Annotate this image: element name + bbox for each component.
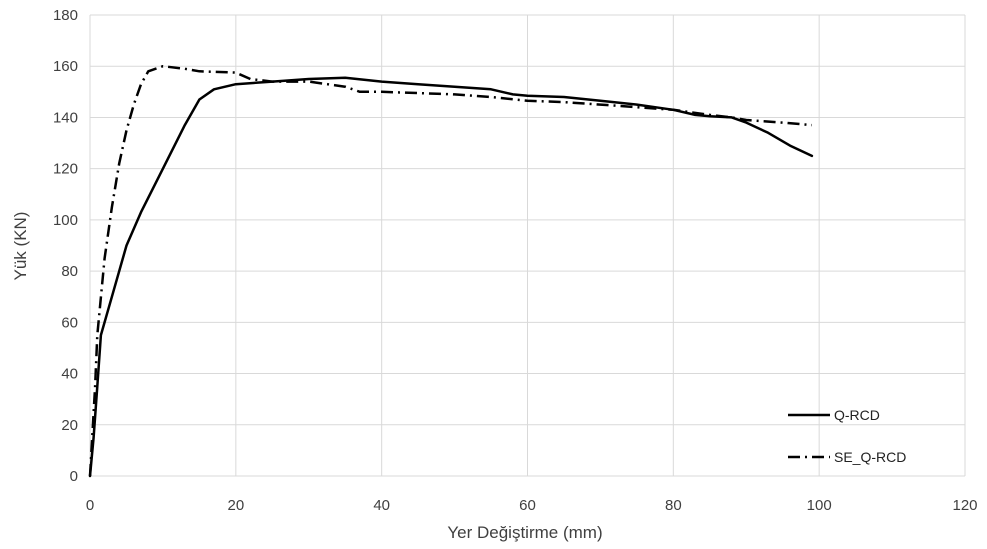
y-axis-title: Yük (KN) (11, 212, 30, 281)
y-tick-label: 0 (70, 468, 78, 485)
x-tick-labels: 0 20 40 60 80 100 120 (86, 497, 978, 514)
legend-label: SE_Q-RCD (834, 449, 906, 465)
x-tick-label: 120 (952, 497, 977, 514)
x-tick-label: 100 (807, 497, 832, 514)
y-tick-label: 100 (53, 212, 78, 229)
series-line-se-q-rcd (88, 64, 813, 477)
y-tick-label: 160 (53, 58, 78, 75)
legend: Q-RCD SE_Q-RCD (788, 407, 906, 465)
y-tick-label: 40 (61, 366, 78, 383)
y-tick-labels: 0 20 40 60 80 100 120 140 160 180 (53, 7, 78, 485)
grid-lines (89, 14, 966, 477)
legend-label: Q-RCD (834, 407, 880, 423)
y-tick-label: 180 (53, 7, 78, 24)
x-tick-label: 20 (227, 497, 244, 514)
x-tick-label: 0 (86, 497, 94, 514)
y-tick-label: 60 (61, 314, 78, 331)
x-tick-label: 60 (519, 497, 536, 514)
y-tick-label: 120 (53, 161, 78, 178)
x-axis-title: Yer Değiştirme (mm) (447, 523, 602, 542)
x-tick-label: 40 (373, 497, 390, 514)
y-tick-label: 20 (61, 417, 78, 434)
x-tick-label: 80 (665, 497, 682, 514)
series-line-q-rcd (88, 76, 814, 478)
series-layer (88, 64, 814, 478)
y-tick-label: 80 (61, 263, 78, 280)
y-tick-label: 140 (53, 109, 78, 126)
